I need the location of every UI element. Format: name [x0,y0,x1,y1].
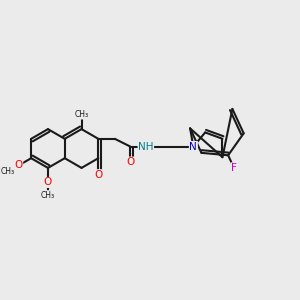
Text: F: F [231,163,237,173]
Text: O: O [14,160,23,170]
Text: CH₃: CH₃ [41,190,55,200]
Text: NH: NH [138,142,154,152]
Text: CH₃: CH₃ [1,167,15,176]
Text: N: N [190,142,197,152]
Text: N: N [190,142,197,152]
Text: O: O [126,157,134,167]
Text: O: O [94,170,102,180]
Text: O: O [44,177,52,188]
Text: CH₃: CH₃ [74,110,88,119]
